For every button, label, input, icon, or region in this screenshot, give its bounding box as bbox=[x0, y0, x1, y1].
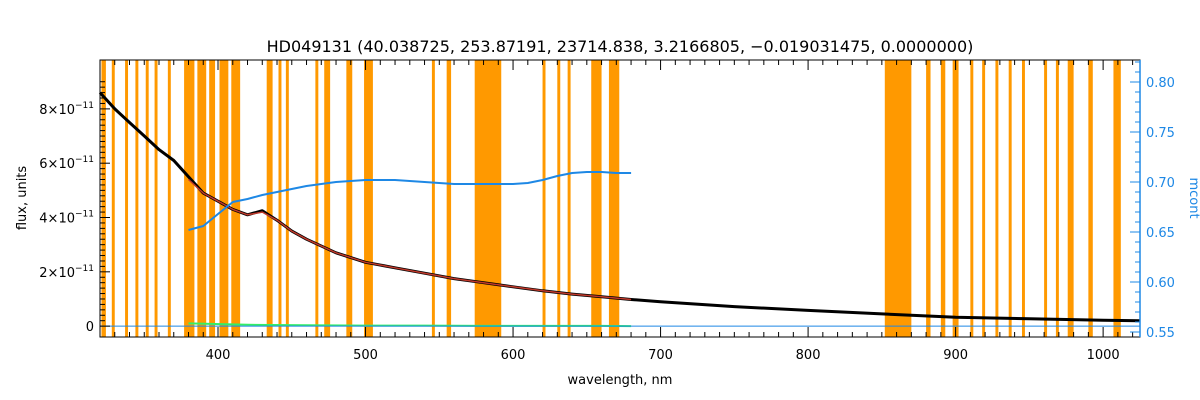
mask-band bbox=[446, 60, 452, 337]
x-tick-label: 400 bbox=[206, 348, 231, 363]
mask-band bbox=[278, 60, 282, 337]
mask-band bbox=[231, 60, 241, 337]
mask-band bbox=[1008, 60, 1012, 337]
mask-band bbox=[982, 60, 986, 337]
mask-band bbox=[970, 60, 974, 337]
y2-axis-label: mcont bbox=[1186, 177, 1200, 218]
mask-band bbox=[1088, 60, 1093, 337]
mask-band bbox=[101, 60, 106, 337]
chart-title: HD049131 (40.038725, 253.87191, 23714.83… bbox=[267, 37, 974, 56]
mask-band bbox=[952, 60, 959, 337]
x-tick-label: 900 bbox=[943, 348, 968, 363]
x-tick-label: 500 bbox=[353, 348, 378, 363]
mask-band bbox=[324, 60, 331, 337]
mask-band bbox=[125, 60, 129, 337]
mask-band bbox=[285, 60, 289, 337]
data-series bbox=[98, 91, 1141, 328]
y2-tick-label: 0.70 bbox=[1146, 176, 1175, 191]
mask-band bbox=[995, 60, 999, 337]
y2-tick-label: 0.60 bbox=[1146, 276, 1175, 291]
y-tick-label: 8×10−11 bbox=[39, 101, 94, 118]
mask-band bbox=[346, 60, 353, 337]
mask-band bbox=[1067, 60, 1074, 337]
mask-band bbox=[591, 60, 602, 337]
mask-band bbox=[940, 60, 946, 337]
mask-band bbox=[266, 60, 273, 337]
x-axis-ticks: 400 500 600 700 800 900 1000 bbox=[99, 60, 1134, 363]
y2-tick-label: 0.65 bbox=[1146, 226, 1175, 241]
mask-band bbox=[1055, 60, 1059, 337]
y-tick-label: 4×10−11 bbox=[39, 210, 94, 227]
mask-band bbox=[1021, 60, 1025, 337]
mask-band bbox=[1113, 60, 1121, 337]
y2-tick-label: 0.55 bbox=[1146, 326, 1175, 341]
series-line-mcont bbox=[188, 171, 632, 231]
y-axis-label: flux, units bbox=[15, 166, 30, 231]
y2-axis-ticks: 0.55 0.60 0.65 0.70 0.75 0.80 bbox=[1130, 60, 1175, 341]
mask-band bbox=[542, 60, 546, 337]
y2-tick-label: 0.75 bbox=[1146, 126, 1175, 141]
mask-band bbox=[145, 60, 149, 337]
x-axis-label: wavelength, nm bbox=[568, 373, 673, 388]
x-tick-label: 700 bbox=[648, 348, 673, 363]
mask-band bbox=[154, 60, 158, 337]
mask-band bbox=[111, 60, 115, 337]
y-axis-ticks: 0 2×10−11 4×10−11 6×10−11 8×10−11 bbox=[39, 81, 110, 335]
mask-band bbox=[184, 60, 195, 337]
mask-band bbox=[315, 60, 319, 337]
y-tick-label: 6×10−11 bbox=[39, 155, 94, 172]
mask-band bbox=[364, 60, 373, 337]
mask-band bbox=[557, 60, 561, 337]
x-tick-label: 800 bbox=[796, 348, 821, 363]
mask-band bbox=[197, 60, 207, 337]
mask-band bbox=[567, 60, 571, 337]
mask-band bbox=[167, 60, 171, 337]
x-tick-label: 1000 bbox=[1087, 348, 1120, 363]
y-tick-label: 0 bbox=[86, 320, 94, 335]
mask-band bbox=[219, 60, 229, 337]
mask-band bbox=[135, 60, 139, 337]
mask-band bbox=[474, 60, 502, 337]
mask-band bbox=[608, 60, 620, 337]
y2-tick-label: 0.80 bbox=[1146, 76, 1175, 91]
x-tick-label: 600 bbox=[501, 348, 526, 363]
mask-bands bbox=[101, 60, 1121, 337]
mask-band bbox=[431, 60, 435, 337]
mask-band bbox=[884, 60, 912, 337]
y-tick-label: 2×10−11 bbox=[39, 264, 94, 281]
series-line-model bbox=[187, 178, 632, 301]
mask-band bbox=[1044, 60, 1048, 337]
mask-band bbox=[926, 60, 931, 337]
